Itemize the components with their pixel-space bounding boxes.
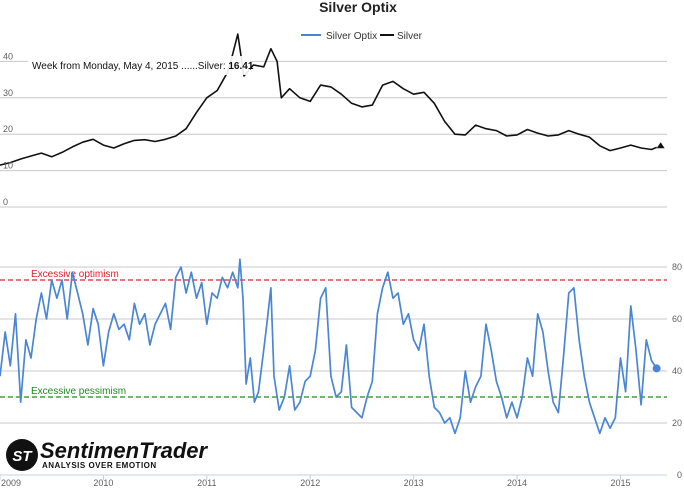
x-tick-label: 2010 xyxy=(93,478,113,488)
lower-y-tick-label: 40 xyxy=(672,366,682,376)
upper-y-tick-label: 30 xyxy=(3,88,13,98)
upper-y-tick-label: 0 xyxy=(3,197,8,207)
series-line-silver-optix xyxy=(0,258,658,435)
legend-label: Silver Optix xyxy=(326,31,377,42)
lower-y-tick-label: 80 xyxy=(672,262,682,272)
reference-line-label: Excessive optimism xyxy=(31,269,119,280)
legend: Silver Optix Silver xyxy=(301,31,423,42)
legend-label: Silver xyxy=(397,31,423,42)
series-line-silver xyxy=(0,33,658,166)
logo-tagline: ANALYSIS OVER EMOTION xyxy=(42,461,157,470)
tooltip-value: 16.41 xyxy=(228,61,253,72)
x-tick-label: 2014 xyxy=(507,478,527,488)
logo-badge-text: ST xyxy=(12,448,33,465)
axis-ticks: 0 10 20 30 40 0 20 40 60 80 2009 2010 2011 2012 2013 20… xyxy=(0,51,682,488)
logo-badge-icon xyxy=(6,439,38,471)
optix-last-point-marker xyxy=(652,364,661,373)
legend-item-silver-optix[interactable]: Silver Optix xyxy=(301,31,377,42)
upper-y-tick-label: 10 xyxy=(3,161,13,171)
logo: ST SentimenTrader ANALYSIS OVER EMOTION xyxy=(6,438,209,471)
upper-y-tick-label: 40 xyxy=(3,51,13,61)
lower-y-tick-label: 0 xyxy=(677,470,682,480)
series-layer xyxy=(0,33,665,435)
chart-title: Silver Optix xyxy=(319,0,397,15)
legend-item-silver[interactable]: Silver xyxy=(380,31,423,42)
x-tick-label: 2011 xyxy=(197,478,216,488)
x-tick-label: 2012 xyxy=(300,478,320,488)
lower-y-tick-label: 60 xyxy=(672,314,682,324)
x-tick-label: 2009 xyxy=(1,478,21,488)
silver-last-point-marker xyxy=(656,142,665,149)
gridlines xyxy=(0,60,667,476)
x-tick-label: 2013 xyxy=(404,478,424,488)
upper-y-tick-label: 20 xyxy=(3,124,13,134)
tooltip-prefix: Week from Monday, May 4, 2015 ......Silv… xyxy=(32,61,228,72)
tooltip: Week from Monday, May 4, 2015 ......Silv… xyxy=(28,56,254,75)
tooltip-text: Week from Monday, May 4, 2015 ......Silv… xyxy=(32,61,254,72)
logo-name: SentimenTrader xyxy=(40,438,209,463)
x-tick-label: 2015 xyxy=(610,478,630,488)
reference-lines: Excessive optimism Excessive pessimism xyxy=(0,269,667,398)
tooltip-box xyxy=(28,56,250,75)
reference-line-label: Excessive pessimism xyxy=(31,386,126,397)
lower-y-tick-label: 20 xyxy=(672,418,682,428)
